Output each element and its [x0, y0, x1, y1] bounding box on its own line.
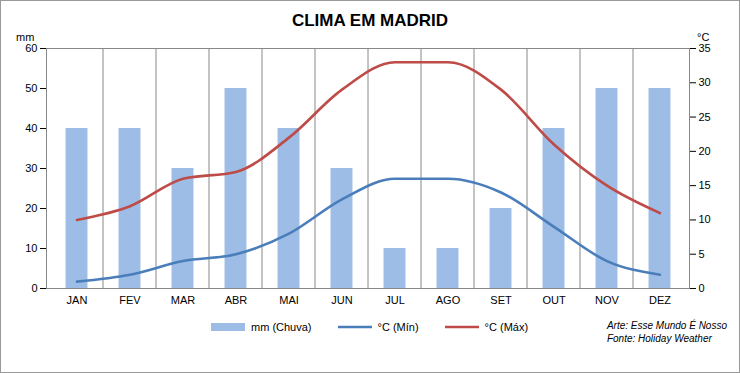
html-text:Fonte: Holiday Weather: Fonte: Holiday Weather	[606, 333, 712, 344]
svg-text:35: 35	[699, 42, 711, 54]
svg-text:MAR: MAR	[171, 294, 196, 306]
svg-text:50: 50	[25, 82, 37, 94]
svg-text:JAN: JAN	[67, 294, 88, 306]
svg-text:40: 40	[25, 122, 37, 134]
html-text:mm (Chuva): mm (Chuva)	[251, 321, 312, 333]
svg-text:30: 30	[25, 162, 37, 174]
svg-text:10: 10	[25, 242, 37, 254]
svg-text:OUT: OUT	[542, 294, 566, 306]
html-text:CLIMA EM MADRID: CLIMA EM MADRID	[291, 11, 449, 30]
svg-text:DEZ: DEZ	[649, 294, 671, 306]
svg-text:0: 0	[31, 282, 37, 294]
svg-text:JUN: JUN	[331, 294, 352, 306]
html-text:°C: °C	[697, 31, 710, 43]
svg-text:JUL: JUL	[385, 294, 405, 306]
svg-text:NOV: NOV	[595, 294, 620, 306]
svg-text:30: 30	[699, 76, 711, 88]
svg-text:5: 5	[699, 248, 705, 260]
svg-text:15: 15	[699, 179, 711, 191]
svg-text:SET: SET	[490, 294, 512, 306]
html-text:mm: mm	[16, 31, 35, 43]
html-text:°C (Máx): °C (Máx)	[484, 321, 529, 333]
svg-text:10: 10	[699, 213, 711, 225]
svg-text:25: 25	[699, 111, 711, 123]
svg-text:60: 60	[25, 42, 37, 54]
svg-text:FEV: FEV	[119, 294, 141, 306]
html-text:Arte: Esse Mundo É Nosso: Arte: Esse Mundo É Nosso	[606, 320, 727, 331]
svg-text:20: 20	[699, 145, 711, 157]
svg-text:20: 20	[25, 202, 37, 214]
svg-text:AGO: AGO	[436, 294, 461, 306]
html-text:°C (Mín): °C (Mín)	[377, 321, 419, 333]
svg-text:0: 0	[699, 282, 705, 294]
svg-text:ABR: ABR	[225, 294, 248, 306]
svg-text:MAI: MAI	[279, 294, 299, 306]
